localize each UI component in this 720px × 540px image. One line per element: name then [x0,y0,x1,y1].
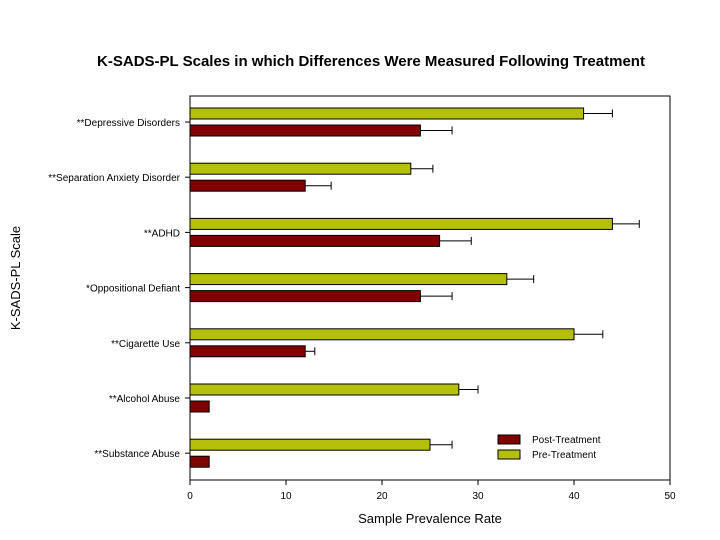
bar-post-treatment [189,179,306,192]
bar-pre-treatment [189,273,508,286]
x-tick-label: 30 [472,491,484,502]
legend: Post-Treatment Pre-Treatment [497,434,601,461]
bar-post-treatment [189,455,210,468]
bars-group [189,107,640,468]
bar-pre-treatment [189,328,575,341]
bar-pre-treatment [189,438,431,451]
y-axis: **Depressive Disorders **Separation Anxie… [48,118,190,460]
bar-pre-treatment [189,107,585,120]
category-label: **Alcohol Abuse [109,394,181,405]
x-tick-label: 10 [280,491,292,502]
x-tick-label: 0 [187,491,193,502]
legend-swatch [497,434,521,445]
bar-pre-treatment [189,383,460,396]
x-axis-label: Sample Prevalence Rate [358,511,502,526]
x-tick-label: 20 [376,491,388,502]
bar-post-treatment [189,290,421,303]
category-label: *Oppositional Defiant [86,284,180,295]
bar-post-treatment [189,400,210,413]
chart-title: K-SADS-PL Scales in which Differences We… [97,53,645,70]
bar-post-treatment [189,234,441,247]
category-label: **Depressive Disorders [77,118,180,129]
bar-pre-treatment [189,162,412,175]
legend-label: Pre-Treatment [532,450,596,461]
legend-swatch [497,449,521,460]
x-axis: 0 10 20 30 40 50 [187,480,676,502]
plot-frame [189,95,671,481]
category-label: **ADHD [144,228,180,239]
category-label: **Separation Anxiety Disorder [48,173,180,184]
y-axis-label: K-SADS-PL Scale [8,226,23,330]
category-label: **Substance Abuse [94,449,180,460]
legend-label: Post-Treatment [532,435,601,446]
x-tick-label: 50 [664,491,676,502]
x-tick-label: 40 [568,491,580,502]
bar-post-treatment [189,345,306,358]
bar-pre-treatment [189,217,613,230]
category-label: **Cigarette Use [111,339,180,350]
bar-post-treatment [189,124,421,137]
